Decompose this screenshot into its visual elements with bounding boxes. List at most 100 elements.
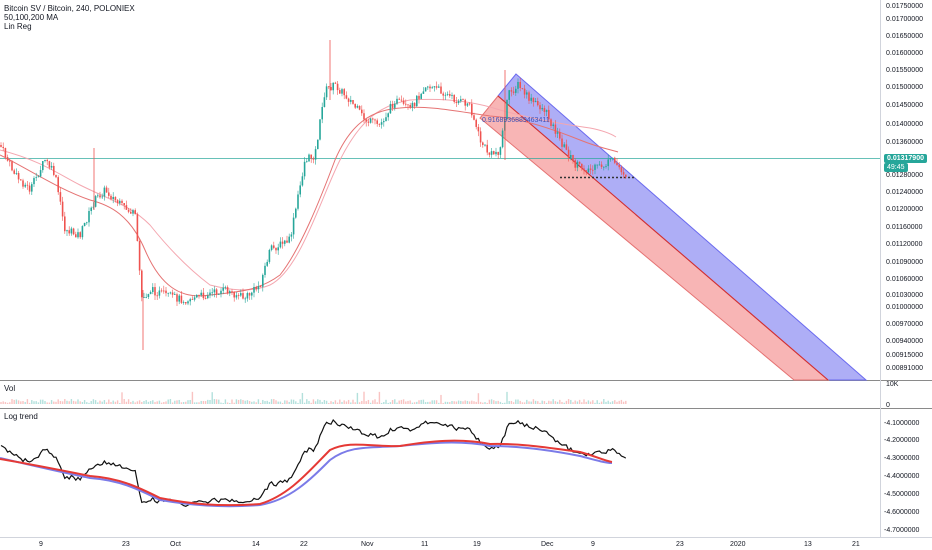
volume-bar	[88, 402, 90, 404]
volume-bar	[20, 401, 22, 404]
volume-bar	[50, 400, 53, 404]
candle-body	[306, 161, 308, 163]
volume-bar	[545, 402, 548, 404]
volume-bar	[523, 402, 526, 404]
candle-body	[598, 164, 601, 166]
candle-body	[317, 139, 319, 150]
candle-body	[42, 161, 44, 171]
ma-indicator-label[interactable]: 50,100,200 MA	[4, 13, 59, 22]
candle-body	[226, 287, 229, 294]
volume-bar	[530, 401, 532, 404]
candle-body	[508, 90, 510, 100]
candle-body	[114, 196, 117, 201]
candle-body	[585, 170, 587, 173]
volume-bar	[134, 402, 136, 404]
candle-body	[178, 295, 180, 302]
candle-body	[215, 289, 218, 295]
candle-body	[240, 293, 242, 296]
volume-bar	[0, 402, 2, 404]
trend-label[interactable]: Log trend	[4, 412, 38, 421]
symbol-title[interactable]: Bitcoin SV / Bitcoin, 240, POLONIEX	[4, 4, 135, 13]
candle-body	[22, 180, 24, 187]
volume-bar	[292, 399, 295, 404]
volume-bar	[158, 400, 161, 404]
volume-bar	[24, 402, 26, 404]
volume-bar	[198, 402, 200, 404]
candle-body	[413, 102, 416, 107]
candle-body	[145, 296, 147, 298]
volume-bar	[585, 401, 587, 404]
volume-bar	[391, 400, 394, 404]
time-tick-label: 23	[122, 541, 130, 548]
volume-label[interactable]: Vol	[4, 384, 16, 393]
candle-body	[460, 99, 462, 102]
volume-bar	[548, 400, 550, 404]
price-candles	[0, 40, 627, 350]
candle-body	[171, 292, 174, 295]
candle-body	[15, 173, 18, 174]
volume-bar	[57, 399, 59, 404]
volume-bar	[9, 402, 11, 404]
candle-body	[218, 293, 220, 295]
candle-body	[429, 86, 431, 89]
volume-bar	[482, 402, 484, 404]
volume-bar	[196, 402, 198, 404]
candle-body	[576, 161, 579, 168]
candle-body	[589, 168, 592, 170]
volume-bar	[607, 400, 609, 404]
volume-bar	[383, 402, 385, 404]
candle-body	[374, 119, 376, 121]
candle-body	[361, 109, 363, 114]
volume-bar	[378, 391, 381, 404]
candle-body	[574, 160, 576, 168]
volume-bar	[185, 401, 187, 404]
candle-body	[400, 99, 403, 101]
volume-bar	[389, 402, 392, 404]
volume-bar	[251, 401, 253, 404]
volume-bar	[132, 400, 134, 404]
candle-body	[611, 157, 614, 159]
volume-bar	[213, 399, 216, 404]
volume-bar	[112, 400, 114, 404]
volume-bar	[581, 402, 583, 404]
candle-body	[587, 168, 590, 173]
volume-bar	[130, 402, 132, 404]
linreg-indicator-label[interactable]: Lin Reg	[4, 22, 32, 31]
volume-bar	[413, 402, 416, 404]
volume-bar	[435, 400, 438, 404]
volume-bar	[387, 402, 389, 404]
volume-bar	[512, 402, 515, 404]
candle-body	[341, 89, 343, 94]
volume-bar	[154, 402, 156, 404]
candle-body	[438, 86, 440, 88]
linreg-lower-channel	[479, 95, 830, 381]
candle-body	[39, 170, 42, 177]
candle-body	[541, 107, 543, 110]
candle-body	[121, 200, 123, 204]
candle-body	[545, 109, 548, 112]
volume-bar	[332, 402, 334, 404]
candle-body	[488, 152, 491, 155]
volume-bar	[35, 401, 37, 404]
candle-body	[442, 93, 444, 96]
trend-tick-label: -4.3000000	[884, 455, 920, 462]
volume-bar	[515, 399, 517, 404]
candle-body	[59, 192, 62, 202]
candle-body	[468, 103, 471, 105]
candle-body	[457, 101, 460, 104]
volume-bar	[625, 400, 627, 404]
volume-bar	[345, 401, 348, 404]
volume-bar	[204, 401, 207, 404]
volume-bar	[550, 401, 552, 404]
volume-bar	[521, 402, 524, 404]
candle-body	[222, 287, 224, 291]
candle-body	[391, 103, 394, 108]
candle-body	[435, 86, 438, 88]
candle-body	[339, 90, 341, 94]
candle-body	[431, 87, 433, 89]
candle-body	[411, 102, 414, 108]
volume-bar	[156, 401, 158, 404]
volume-bar	[358, 402, 361, 404]
candle-body	[33, 178, 35, 185]
